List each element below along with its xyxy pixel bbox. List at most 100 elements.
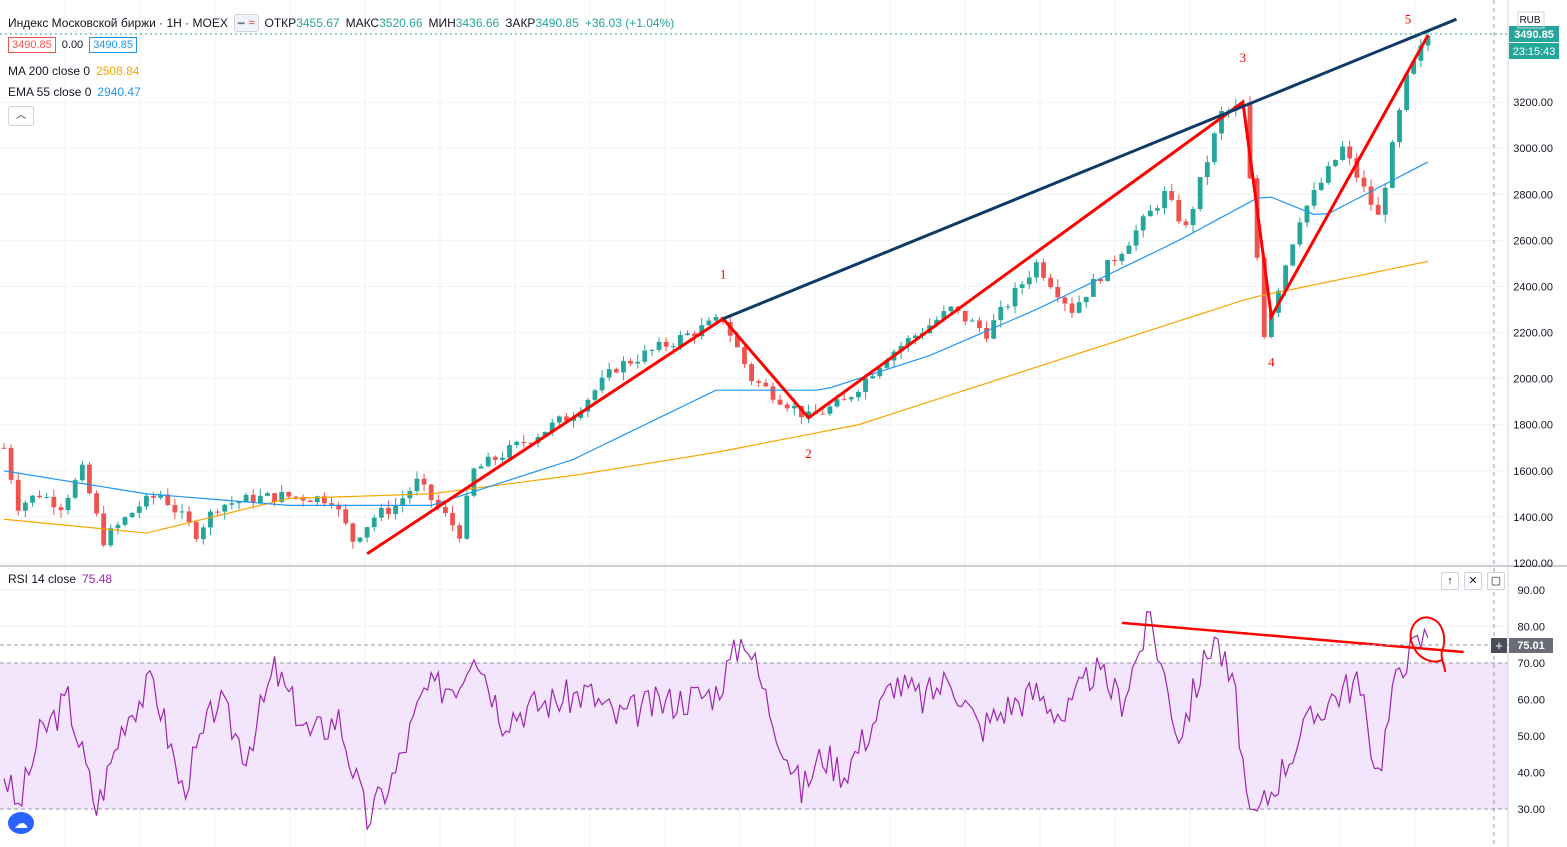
rsi-tick-label: 40.00: [1517, 768, 1545, 780]
candle-body: [72, 480, 78, 498]
spread-value: 0.00: [61, 39, 84, 51]
candle-body: [1155, 208, 1160, 211]
approx-icon[interactable]: ≈: [248, 17, 255, 29]
ma200-line: [3, 260, 1429, 534]
candle-body: [257, 495, 263, 503]
chevron-up-icon: ︿: [16, 110, 26, 121]
candle-body: [500, 457, 505, 460]
tradingview-logo-icon[interactable]: ☁: [8, 812, 34, 834]
rsi-circle-annotation: [1409, 616, 1447, 673]
candle-body: [1425, 35, 1431, 46]
candle-body: [1404, 73, 1410, 111]
candle-body: [1197, 177, 1203, 209]
candle-body: [8, 447, 14, 480]
candle-body: [393, 505, 398, 515]
candle-body: [521, 441, 527, 444]
last-price-label: 3490.85: [1514, 29, 1554, 41]
candle-body: [1034, 262, 1039, 278]
candle-body: [58, 507, 64, 511]
candle-body: [1, 447, 7, 449]
bid-price[interactable]: 3490.85: [8, 37, 56, 53]
candle-body: [443, 506, 448, 513]
candle-body: [642, 350, 648, 362]
candle-body: [685, 333, 690, 336]
candle-body: [1019, 284, 1025, 288]
bid-ask-row: 3490.85 0.00 3490.85: [8, 37, 137, 53]
price-axis-ticks[interactable]: 1200.00 1400.00 1600.00 1800.00 2000.00 2200.…: [1513, 97, 1553, 570]
candle-body: [1069, 303, 1075, 313]
candle-body: [250, 494, 256, 503]
ma200-legend[interactable]: MA 200 close 0 2508.84: [8, 64, 139, 78]
candle-body: [1340, 146, 1345, 160]
rsi-axis-ticks[interactable]: 30.00 40.00 50.00 60.00 70.00 80.00 90.00: [1517, 585, 1545, 816]
wave-label-3: 3: [1240, 50, 1247, 65]
rsi-tick-label: 70.00: [1517, 658, 1545, 670]
ema55-legend[interactable]: EMA 55 close 0 2940.47: [8, 85, 141, 99]
price-tick-label: 2200.00: [1513, 328, 1553, 340]
rsi-legend[interactable]: RSI 14 close 75.48: [8, 572, 112, 586]
high-value: 3520.66: [379, 16, 423, 30]
minus-icon[interactable]: ━: [237, 17, 245, 30]
candle-body: [649, 349, 655, 351]
ema55-label: EMA 55 close 0: [8, 85, 92, 99]
candle-body: [1005, 306, 1011, 308]
candle-body: [1026, 277, 1032, 285]
candle-body: [1361, 177, 1367, 187]
compare-buttons[interactable]: ━ ≈: [233, 14, 259, 32]
candle-body: [1382, 187, 1388, 215]
currency-box[interactable]: [1517, 11, 1545, 29]
candle-body: [863, 378, 868, 392]
candle-body: [713, 317, 719, 321]
candle-body: [1204, 162, 1210, 178]
symbol-title[interactable]: Индекс Московской биржи · 1H · MOEX: [8, 16, 228, 30]
candle-body: [606, 369, 612, 378]
close-pane-button[interactable]: ✕: [1464, 572, 1482, 590]
candle-body: [1318, 182, 1324, 190]
candle-body: [329, 503, 334, 505]
candle-body: [343, 509, 349, 524]
candle-body: [706, 320, 712, 326]
ask-price[interactable]: 3490.85: [89, 37, 137, 53]
rsi-divergence-line: [1121, 621, 1464, 654]
candle-body: [79, 464, 85, 481]
rsi-tick-label: 80.00: [1517, 622, 1545, 634]
candle-body: [236, 501, 242, 504]
candle-body: [656, 341, 662, 350]
ma200-value: 2508.84: [96, 64, 140, 78]
candle-body: [578, 411, 584, 418]
rsi-last-label: 75.01: [1517, 640, 1545, 652]
wave-label-5: 5: [1405, 11, 1412, 26]
price-tick-label: 3200.00: [1513, 97, 1553, 109]
move-pane-up-button[interactable]: ↑: [1441, 572, 1459, 590]
collapse-legend-button[interactable]: ︿: [8, 106, 34, 126]
countdown-label: 23:15:43: [1513, 46, 1556, 58]
change-value: +36.03 (+1.04%): [584, 16, 675, 30]
wave-label-4: 4: [1268, 354, 1275, 369]
maximize-pane-button[interactable]: ▢: [1487, 572, 1505, 590]
price-tick-label: 2000.00: [1513, 374, 1553, 386]
candle-body: [314, 496, 320, 503]
candle-body: [1368, 186, 1374, 205]
currency-label: RUB: [1519, 15, 1540, 26]
candle-body: [265, 493, 270, 496]
candle-body: [87, 464, 92, 494]
elliott-wave-line: [366, 34, 1430, 556]
candle-body: [165, 494, 171, 506]
candle-body: [613, 369, 619, 373]
candle-body: [663, 341, 669, 347]
candle-body: [478, 466, 484, 469]
candle-body: [628, 361, 633, 364]
candle-body: [1290, 244, 1296, 266]
candle-body: [208, 511, 213, 528]
candle-body: [414, 478, 420, 492]
candle-body: [485, 456, 491, 467]
price-tick-label: 1200.00: [1513, 558, 1553, 570]
candle-body: [222, 504, 228, 512]
candle-body: [1354, 158, 1360, 178]
candle-body: [158, 494, 164, 498]
candle-body: [1041, 262, 1046, 278]
candle-body: [1062, 297, 1068, 304]
plus-icon[interactable]: +: [1495, 638, 1503, 653]
rsi-overbought-oversold-band: [0, 663, 1508, 809]
